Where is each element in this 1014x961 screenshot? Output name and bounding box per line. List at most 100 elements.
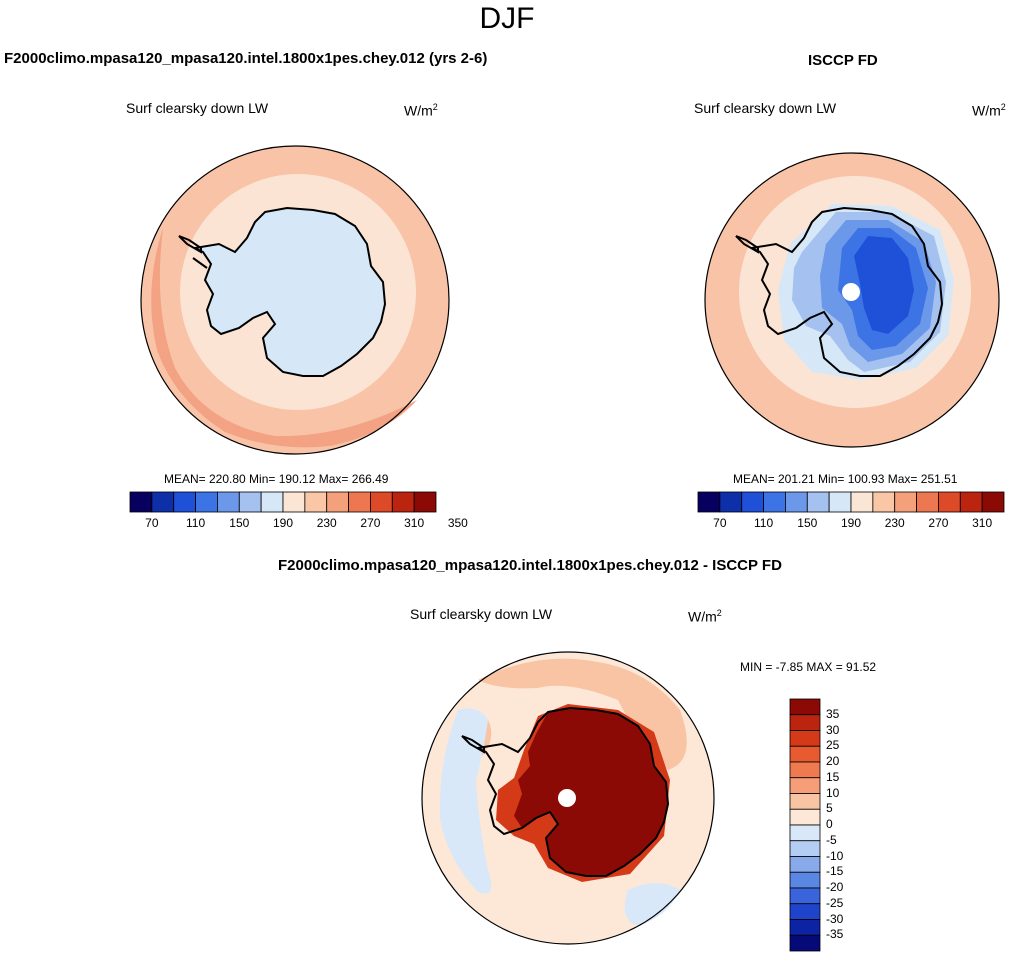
diff-map [421,651,715,945]
colorbar-swatch [872,491,896,513]
colorbar-swatch [789,730,821,747]
colorbar-tick-label: 270 [928,516,949,530]
model-panel-title: F2000climo.mpasa120_mpasa120.intel.1800x… [4,50,488,67]
colorbar-swatch [304,491,328,513]
colorbar-swatch [260,491,284,513]
colorbar-swatch [238,491,262,513]
obs-contour-5 [854,236,914,334]
colorbar-swatch [151,491,175,513]
obs-peninsula [735,235,759,254]
diff-warm-patches [448,658,687,770]
colorbar-tick-label: 35 [826,706,840,721]
colorbar-swatch [789,840,821,857]
colorbar-tick-label: 30 [826,722,840,737]
diff-blue-south [624,883,680,926]
colorbar-swatch [391,491,415,513]
colorbar-swatch [789,824,821,842]
colorbar-tick-label: 310 [972,516,993,530]
colorbar-tick-label: 70 [145,516,159,530]
colorbar-swatch [789,793,821,810]
diff-antarctica-fill [514,708,668,876]
diff-units-label: W/m2 [688,608,722,625]
colorbar-swatch [697,491,721,513]
colorbar-tick-label: 150 [797,516,818,530]
season-title: DJF [479,2,535,35]
colorbar-swatch [719,491,743,513]
colorbar-swatch [326,491,349,513]
colorbar-tick-label: 230 [316,516,337,530]
colorbar-swatch [217,491,240,513]
colorbar-tick-label: 190 [272,516,294,530]
colorbar-tick-label: 150 [229,516,250,530]
colorbar-tick-label: -15 [826,864,844,879]
colorbar-swatch [789,745,821,763]
obs-stats: MEAN= 201.21 Min= 100.93 Max= 251.51 [733,472,958,486]
colorbar-swatch [894,491,917,513]
colorbar-swatch [938,491,961,513]
colorbar-tick-label: 15 [826,769,840,784]
colorbar-tick-label: 10 [826,785,840,800]
colorbar-tick-label: 270 [360,516,381,530]
colorbar-swatch [981,491,1005,513]
model-units-label: W/m2 [404,102,438,119]
colorbar-tick-label: 350 [447,516,468,530]
diff-panel-title: F2000climo.mpasa120_mpasa120.intel.1800x… [278,557,782,574]
colorbar-tick-label: 20 [826,754,840,768]
model-peninsula [178,235,208,269]
model-colorbar [129,491,437,513]
colorbar-tick-label: 5 [826,801,833,816]
colorbar-swatch [850,491,874,513]
model-stats: MEAN= 220.80 Min= 190.12 Max= 266.49 [164,472,389,486]
colorbar-swatch [789,777,821,794]
diff-stats: MIN = -7.85 MAX = 91.52 [740,660,877,674]
colorbar-tick-label: -20 [826,880,844,894]
colorbar-tick-label: -5 [826,832,837,847]
colorbar-tick-label: -25 [826,895,844,910]
colorbar-tick-label: 25 [826,738,840,753]
model-map [140,145,450,455]
colorbar-tick-label: 230 [884,516,905,530]
obs-map [704,152,1000,448]
colorbar-tick-label: -30 [826,911,844,926]
colorbar-swatch [282,491,306,513]
diff-peninsula [461,735,485,754]
colorbar-swatch [916,491,939,513]
colorbar-tick-label: 310 [404,516,425,530]
colorbar-swatch [806,491,830,513]
colorbar-swatch [789,698,821,716]
colorbar-swatch [195,491,218,513]
colorbar-swatch [370,491,393,513]
colorbar-swatch [129,491,153,513]
model-map-border [140,145,450,455]
obs-colorbar [697,491,1005,513]
colorbar-swatch [348,491,371,513]
colorbar-swatch [741,491,764,513]
colorbar-swatch [828,491,852,513]
diff-pole-mask [558,789,576,807]
colorbar-swatch [789,919,821,936]
colorbar-swatch [785,491,808,513]
colorbar-tick-label: 0 [826,817,833,831]
colorbar-tick-label: 350 [1006,516,1014,530]
colorbar-swatch [789,714,821,731]
obs-variable-label: Surf clearsky down LW [694,100,837,116]
obs-pole-mask [842,283,860,301]
colorbar-swatch [173,491,196,513]
colorbar-swatch [413,491,437,513]
obs-map-border [704,152,1000,448]
diff-colorbar [789,698,821,952]
colorbar-swatch [789,934,821,952]
colorbar-swatch [789,903,821,920]
colorbar-swatch [959,491,983,513]
diff-blue-west [439,708,492,894]
colorbar-swatch [789,808,821,826]
colorbar-tick-label: -35 [826,927,844,942]
diff-variable-label: Surf clearsky down LW [410,606,553,622]
colorbar-swatch [789,761,821,779]
colorbar-swatch [763,491,786,513]
colorbar-swatch [789,856,821,873]
colorbar-tick-label: -10 [826,848,844,863]
diff-map-border [421,651,715,945]
colorbar-tick-label: 110 [753,516,774,530]
colorbar-tick-label: 70 [713,516,727,530]
